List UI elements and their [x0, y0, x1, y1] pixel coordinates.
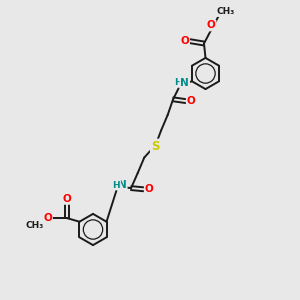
Text: O: O	[187, 96, 196, 106]
Text: S: S	[151, 140, 159, 153]
Text: O: O	[62, 194, 71, 204]
Text: H: H	[174, 78, 182, 87]
Text: O: O	[207, 20, 216, 31]
Text: CH₃: CH₃	[217, 7, 235, 16]
Text: N: N	[118, 180, 127, 190]
Text: O: O	[145, 184, 154, 194]
Text: N: N	[180, 78, 189, 88]
Text: H: H	[112, 181, 120, 190]
Text: O: O	[43, 213, 52, 223]
Text: CH₃: CH₃	[26, 221, 44, 230]
Text: O: O	[180, 36, 189, 46]
